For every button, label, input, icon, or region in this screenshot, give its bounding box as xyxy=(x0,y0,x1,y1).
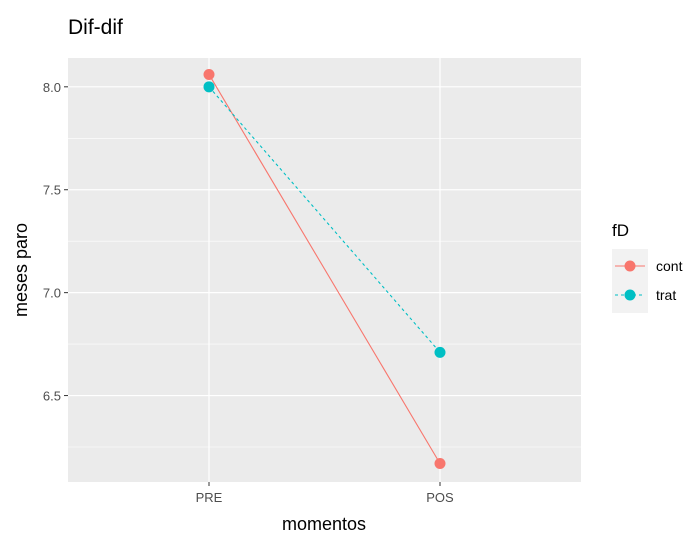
x-axis: PRE POS xyxy=(196,482,454,505)
x-axis-title: momentos xyxy=(282,514,366,534)
series-line-cont xyxy=(208,74,441,464)
point-trat xyxy=(203,81,215,93)
x-tick-label: POS xyxy=(426,490,454,505)
legend-key-point xyxy=(624,260,636,272)
y-tick-label: 7.0 xyxy=(43,286,61,301)
y-tick-label: 8.0 xyxy=(43,80,61,95)
series-line-trat xyxy=(208,86,441,353)
y-tick-label: 7.5 xyxy=(43,183,61,198)
legend-title: fD xyxy=(612,221,629,240)
legend-label-cont: cont xyxy=(656,258,683,274)
y-tick-label: 6.5 xyxy=(43,389,61,404)
point-trat xyxy=(434,346,446,358)
point-cont xyxy=(203,68,215,80)
point-cont xyxy=(434,457,446,469)
chart-title: Dif-dif xyxy=(68,16,123,39)
legend-keys-background xyxy=(612,249,648,313)
series-layer xyxy=(203,68,446,469)
legend: fD cont trat xyxy=(612,221,683,313)
y-axis-title: meses paro xyxy=(11,223,31,317)
y-axis: 6.5 7.0 7.5 8.0 xyxy=(43,80,68,404)
legend-key-point xyxy=(624,289,636,301)
legend-label-trat: trat xyxy=(656,287,676,303)
grid xyxy=(68,58,581,482)
x-tick-label: PRE xyxy=(196,490,223,505)
